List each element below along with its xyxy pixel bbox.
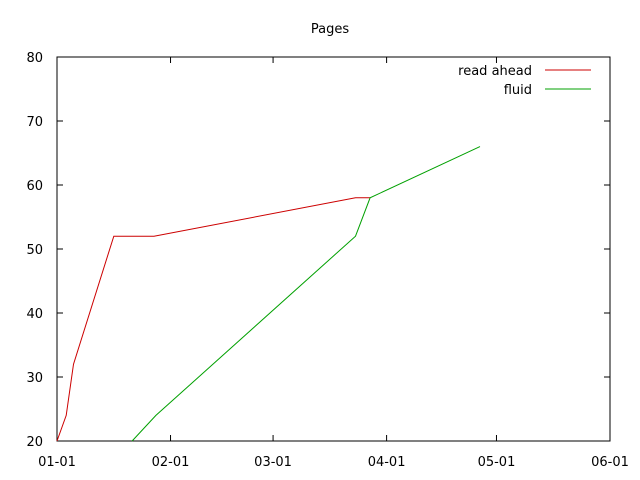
x-tick-label: 02-01	[152, 455, 190, 470]
series-lines	[56, 146, 481, 442]
x-tick-label: 03-01	[254, 455, 292, 470]
legend-label: fluid	[504, 83, 532, 98]
series-line-fluid	[131, 146, 481, 442]
axis-ticks: 20 30 40 50 60 70 80 01-01 02-01 03-01 04-01 05-01 0…	[26, 51, 628, 470]
x-tick-label: 04-01	[368, 455, 406, 470]
series-line-read-ahead	[56, 197, 371, 442]
x-tick-label: 05-01	[478, 455, 516, 470]
x-tick-label: 06-01	[591, 455, 629, 470]
y-tick-label: 70	[26, 115, 43, 130]
y-tick-label: 20	[26, 435, 43, 450]
y-tick-label: 80	[26, 51, 43, 66]
y-tick-label: 40	[26, 307, 43, 322]
x-tick-label: 01-01	[38, 455, 76, 470]
chart-title: Pages	[311, 22, 349, 37]
legend: read ahead fluid	[458, 64, 591, 98]
y-tick-label: 60	[26, 179, 43, 194]
y-tick-label: 50	[26, 243, 43, 258]
plot-frame	[56, 56, 611, 442]
legend-label: read ahead	[458, 64, 532, 79]
y-tick-label: 30	[26, 371, 43, 386]
